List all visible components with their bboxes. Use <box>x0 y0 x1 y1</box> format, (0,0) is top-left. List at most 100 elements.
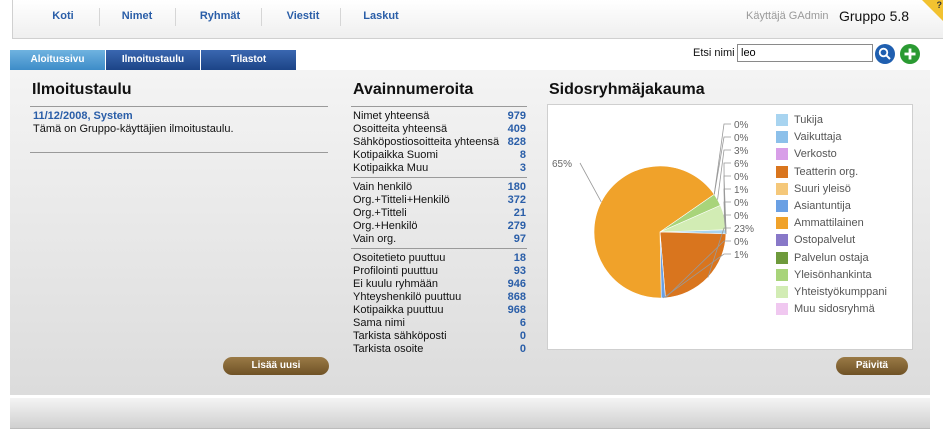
legend-swatch <box>776 114 788 126</box>
nav-separator <box>261 8 262 26</box>
key-figure-row: Profilointi puuttuu 93 <box>353 265 526 278</box>
post-header: 11/12/2008, System <box>33 110 133 122</box>
pie-slice-label: 1% <box>734 185 749 196</box>
key-figure-value[interactable]: 372 <box>507 194 526 206</box>
legend-label: Yhteistyökumppani <box>794 286 887 298</box>
nav-separator <box>340 8 341 26</box>
legend-swatch <box>776 217 788 230</box>
key-figure-value[interactable]: 0 <box>519 343 526 355</box>
legend-label: Muu sidosryhmä <box>794 303 875 316</box>
board-divider <box>30 106 328 107</box>
search-button[interactable] <box>875 44 895 64</box>
legend-label: Ostopalvelut <box>794 234 856 247</box>
tab-aloitussivu[interactable]: Aloitussivu <box>10 50 106 70</box>
key-figure-value[interactable]: 93 <box>513 265 526 277</box>
add-new-button[interactable]: Lisää uusi <box>223 357 329 375</box>
pie-slice-label: 0% <box>734 133 749 144</box>
search-input[interactable] <box>737 44 873 62</box>
pie-slice-label: 0% <box>734 172 749 183</box>
key-figure-row: Kotipaikka puuttuu 968 <box>353 304 526 317</box>
legend-swatch <box>776 165 788 178</box>
app-name: Gruppo 5.8 <box>839 8 910 24</box>
post-body: Tämä on Gruppo-käyttäjien ilmoitustaulu. <box>33 123 234 135</box>
pie-slice-label: 3% <box>734 146 749 157</box>
pie-slice-label: 0% <box>734 198 749 209</box>
key-figure-row: Sähköpostiosoitteita yhteensä 828 <box>353 136 526 149</box>
add-button[interactable] <box>900 44 920 64</box>
footer-bar <box>10 398 930 429</box>
key-figure-label: Tarkista sähköposti <box>353 330 447 342</box>
nav-item-nimet[interactable]: Nimet <box>121 10 153 22</box>
key-figure-row: Tarkista sähköposti 0 <box>353 330 526 343</box>
key-figure-value[interactable]: 3 <box>519 162 526 174</box>
legend-label: Tukija <box>794 114 823 126</box>
key-figure-row: Osoitteita yhteensä 409 <box>353 123 526 136</box>
pie-slice <box>593 165 715 299</box>
key-figure-value[interactable]: 968 <box>507 304 526 316</box>
key-figure-value[interactable]: 868 <box>507 291 526 303</box>
key-figure-value[interactable]: 97 <box>513 233 526 245</box>
help-corner-icon[interactable] <box>922 0 943 22</box>
pie-label-leader <box>717 149 731 200</box>
legend-swatch <box>776 286 788 298</box>
key-figure-label: Profilointi puuttuu <box>353 265 438 277</box>
key-figure-label: Yhteyshenkilö puuttuu <box>353 291 462 303</box>
legend-swatch <box>776 303 788 316</box>
pie-slice-label: 0% <box>734 237 749 248</box>
legend-swatch <box>776 268 788 281</box>
help-label[interactable]: ? <box>936 0 943 10</box>
key-figure-row: Tarkista osoite 0 <box>353 343 526 356</box>
tab-bar: Aloitussivu Ilmoitustaulu Tilastot <box>10 50 930 70</box>
legend-label: Teatterin org. <box>794 165 859 178</box>
tab-ilmoitustaulu[interactable]: Ilmoitustaulu <box>106 50 201 70</box>
key-figure-value[interactable]: 828 <box>507 136 526 148</box>
pie-label-leader <box>723 214 731 234</box>
nav-item-koti[interactable]: Koti <box>52 10 74 22</box>
key-figure-value[interactable]: 946 <box>507 278 526 290</box>
key-figure-label: Vain org. <box>353 233 397 245</box>
key-figure-row: Osoitetieto puuttuu 18 <box>353 252 526 265</box>
pie-slice-label: 0% <box>734 211 749 222</box>
refresh-button[interactable]: Päivitä <box>836 357 908 375</box>
top-navigation: Koti Nimet Ryhmät Viestit Laskut Käyttäj… <box>12 0 943 39</box>
nav-item-ryhmat[interactable]: Ryhmät <box>199 10 241 22</box>
nav-separator <box>99 8 100 26</box>
board-divider <box>30 152 328 153</box>
key-figure-row: Vain org. 97 <box>353 233 526 246</box>
tab-tilastot[interactable]: Tilastot <box>201 50 297 70</box>
legend-swatch <box>776 148 788 161</box>
pie-slice-label: 65% <box>552 159 572 170</box>
distribution-title: Sidosryhmäjakauma <box>549 81 705 98</box>
key-figure-value[interactable]: 180 <box>507 181 526 193</box>
key-figure-value[interactable]: 0 <box>519 330 526 342</box>
key-figure-value[interactable]: 21 <box>513 207 526 219</box>
key-figure-row: Yhteyshenkilö puuttuu 868 <box>353 291 526 304</box>
key-figure-value[interactable]: 979 <box>507 110 526 122</box>
key-figures-divider <box>351 106 527 107</box>
key-figure-row: Org.+Titteli+Henkilö 372 <box>353 194 526 207</box>
legend-swatch <box>776 200 788 212</box>
key-figure-value[interactable]: 279 <box>507 220 526 232</box>
legend-label: Yleisönhankinta <box>794 268 872 281</box>
key-figure-label: Org.+Titteli+Henkilö <box>353 194 450 206</box>
key-figure-value[interactable]: 18 <box>513 252 526 264</box>
key-figure-label: Kotipaikka Suomi <box>353 149 438 161</box>
legend-label: Asiantuntija <box>794 200 851 212</box>
key-figure-label: Kotipaikka Muu <box>353 162 429 174</box>
key-figures-divider <box>351 248 527 249</box>
pie-chart-panel: 0% 0% 3% 6% 0% 1% 0% 0% 23% 0% 1% 65% Tukija Vaikutt… <box>547 104 913 350</box>
pie-slice-label: 1% <box>734 250 749 261</box>
search-icon <box>878 47 891 60</box>
nav-item-laskut[interactable]: Laskut <box>363 10 399 22</box>
pie-slice-label: 23% <box>734 224 754 235</box>
nav-item-viestit[interactable]: Viestit <box>286 10 320 22</box>
key-figure-value[interactable]: 8 <box>519 149 526 161</box>
key-figure-label: Org.+Titteli <box>353 207 407 219</box>
key-figure-value[interactable]: 6 <box>519 317 526 329</box>
key-figure-label: Tarkista osoite <box>353 343 424 355</box>
plus-icon <box>904 48 916 60</box>
nav-separator <box>175 8 176 26</box>
legend-label: Ammattilainen <box>794 217 864 230</box>
key-figure-label: Sähköpostiosoitteita yhteensä <box>353 136 500 148</box>
key-figure-value[interactable]: 409 <box>507 123 526 135</box>
